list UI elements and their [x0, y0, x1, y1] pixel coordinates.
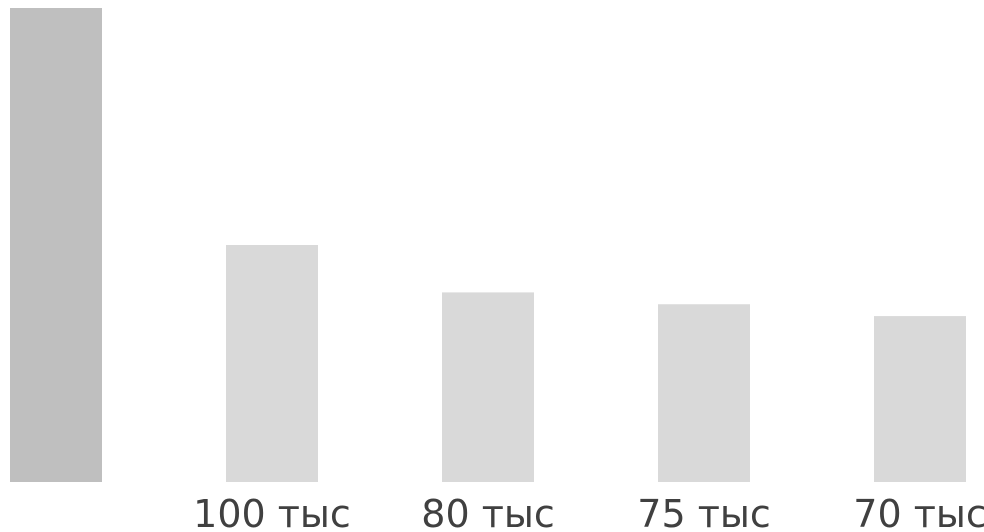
category-label-4: 75 тыс [637, 492, 770, 532]
category-label-2: 100 тыс [193, 492, 351, 532]
category-label-3: 80 тыс [421, 492, 554, 532]
category-labels: 100 тыс 80 тыс 75 тыс 70 тыс [193, 492, 984, 532]
bars-layer [10, 8, 966, 482]
bar-3 [442, 292, 534, 482]
bar-2 [226, 245, 318, 482]
bar-1 [10, 8, 102, 482]
bar-5 [874, 316, 966, 482]
category-label-5: 70 тыс [853, 492, 984, 532]
bar-4 [658, 304, 750, 482]
